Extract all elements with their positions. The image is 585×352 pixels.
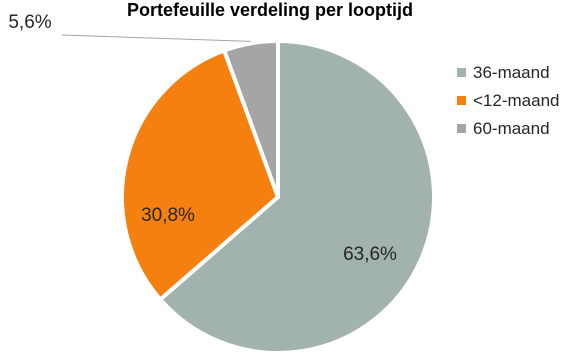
legend-swatch-3 <box>457 124 466 133</box>
legend-label-2: <12-maand <box>473 91 559 110</box>
pie-slices <box>120 39 436 352</box>
pie-slice-1 <box>158 39 436 352</box>
data-label-2: 30,8% <box>141 205 195 226</box>
legend: 36-maand <12-maand 60-maand <box>457 63 559 138</box>
leader-line <box>61 34 251 42</box>
legend-swatch-2 <box>457 96 466 105</box>
pie-slice-2 <box>120 48 280 302</box>
chart-title: Portefeuille verdeling per looptijd <box>127 0 413 20</box>
data-label-1: 63,6% <box>343 244 397 265</box>
data-label-3: 5,6% <box>8 12 51 33</box>
legend-swatch-1 <box>457 68 466 77</box>
pie-slice-3 <box>222 39 280 199</box>
data-labels: 63,6% 30,8% 5,6% <box>8 12 397 265</box>
legend-label-1: 36-maand <box>473 63 550 82</box>
legend-label-3: 60-maand <box>473 119 550 138</box>
